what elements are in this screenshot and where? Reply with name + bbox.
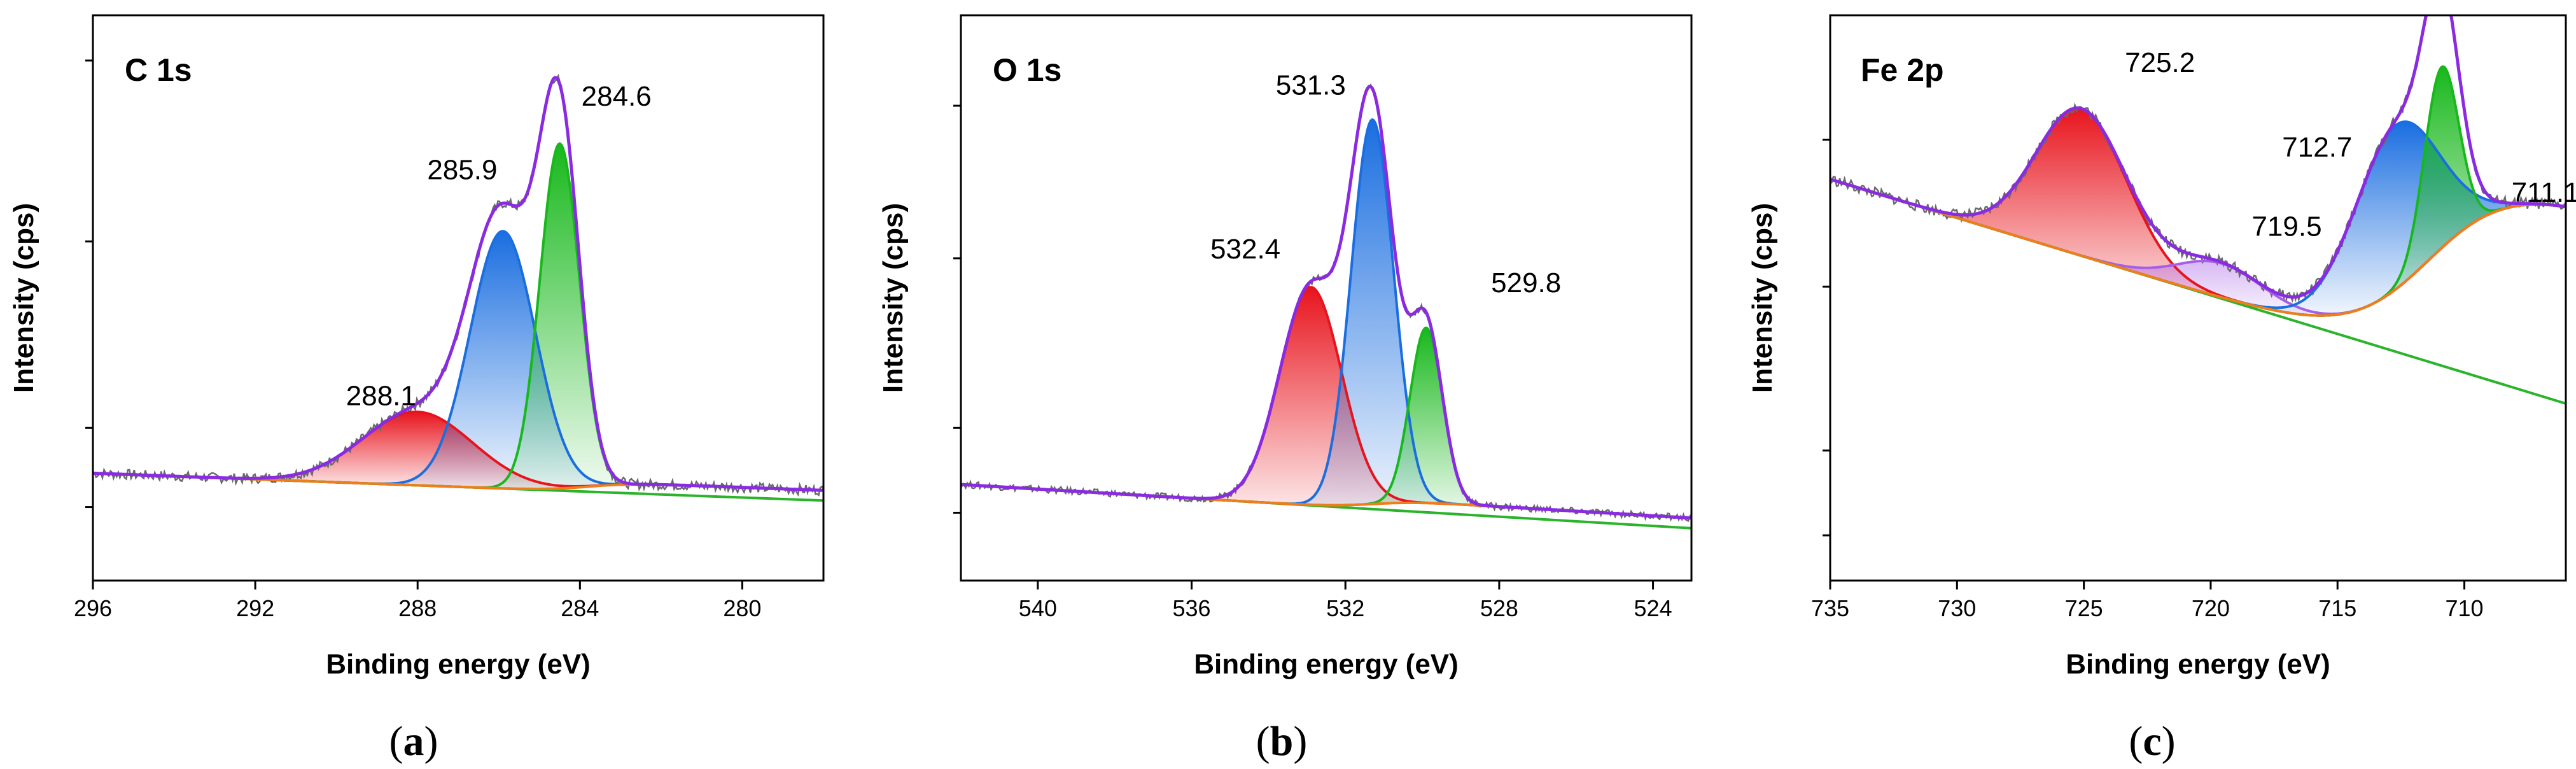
x-tick-label-c-1: 730 bbox=[1938, 595, 1976, 621]
y-axis-title-b: Intensity (cps) bbox=[878, 203, 909, 393]
panel-b: O 1s Binding energy (eV) Intensity (cps)… bbox=[878, 14, 1693, 765]
peak-labels-c: 725.2 719.5 712.7 711.1 bbox=[2125, 47, 2576, 243]
x-tick-label-a-2: 288 bbox=[398, 595, 437, 621]
peak-label-a-2: 284.6 bbox=[582, 81, 652, 112]
x-axis-title-c: Binding energy (eV) bbox=[2066, 649, 2330, 680]
plot-frame-b bbox=[960, 14, 1693, 582]
x-tick-label-c-3: 720 bbox=[2192, 595, 2230, 621]
peak-label-c-1: 719.5 bbox=[2251, 211, 2321, 242]
plot-area-b bbox=[961, 83, 1691, 530]
fit-envelope-c bbox=[1830, 15, 2566, 299]
plot-area-a bbox=[93, 73, 823, 502]
plot-frame-c bbox=[1829, 14, 2567, 582]
peak-label-c-2: 712.7 bbox=[2282, 132, 2352, 163]
y-ticks-a bbox=[85, 59, 93, 509]
x-tick-label-b-3: 528 bbox=[1480, 595, 1518, 621]
x-tick-label-c-5: 710 bbox=[2446, 595, 2484, 621]
x-ticks-a: 296 292 288 284 280 bbox=[74, 581, 761, 621]
fit-envelope-a bbox=[93, 76, 823, 492]
component-area-c-1 bbox=[1830, 179, 2566, 316]
plot-area-c bbox=[1830, 15, 2566, 405]
x-tick-label-a-3: 284 bbox=[561, 595, 599, 621]
component-area-c-2 bbox=[1830, 122, 2566, 316]
y-axis-title-a: Intensity (cps) bbox=[8, 203, 39, 393]
x-tick-label-b-4: 524 bbox=[1634, 595, 1672, 621]
peak-label-a-0: 288.1 bbox=[346, 381, 416, 412]
peak-label-c-0: 725.2 bbox=[2125, 47, 2195, 78]
x-tick-label-b-2: 532 bbox=[1326, 595, 1364, 621]
x-tick-label-a-4: 280 bbox=[723, 595, 761, 621]
peak-label-c-3: 711.1 bbox=[2512, 177, 2576, 208]
panel-title-c: Fe 2p bbox=[1861, 52, 1944, 88]
peak-label-b-1: 531.3 bbox=[1276, 69, 1346, 101]
panel-a: C 1s Binding energy (eV) Intensity (cps)… bbox=[8, 14, 825, 765]
x-tick-label-b-0: 540 bbox=[1019, 595, 1057, 621]
caption-b: (b) bbox=[1256, 718, 1308, 765]
y-axis-title-c: Intensity (cps) bbox=[1747, 203, 1778, 393]
x-tick-label-c-4: 715 bbox=[2318, 595, 2356, 621]
x-tick-label-c-0: 735 bbox=[1811, 595, 1849, 621]
panel-title-b: O 1s bbox=[993, 52, 1061, 88]
panel-title-a: C 1s bbox=[125, 52, 192, 88]
x-ticks-c: 735 730 725 720 715 710 bbox=[1811, 581, 2484, 621]
peak-labels-a: 288.1 285.9 284.6 bbox=[346, 81, 652, 412]
x-tick-label-a-1: 292 bbox=[236, 595, 274, 621]
x-tick-label-b-1: 536 bbox=[1172, 595, 1210, 621]
peak-labels-b: 532.4 531.3 529.8 bbox=[1210, 69, 1561, 299]
x-tick-label-a-0: 296 bbox=[74, 595, 112, 621]
x-tick-label-c-2: 725 bbox=[2065, 595, 2103, 621]
x-axis-title-a: Binding energy (eV) bbox=[326, 649, 591, 680]
caption-a: (a) bbox=[389, 718, 438, 765]
caption-c: (c) bbox=[2129, 718, 2175, 765]
peak-label-b-2: 529.8 bbox=[1491, 267, 1561, 299]
panel-c: Fe 2p Binding energy (eV) Intensity (cps… bbox=[1747, 14, 2576, 765]
component-area-a-1 bbox=[93, 231, 823, 491]
component-area-b-0 bbox=[961, 287, 1691, 518]
fit-envelope-b bbox=[961, 85, 1691, 520]
peak-label-b-0: 532.4 bbox=[1210, 234, 1280, 265]
y-ticks-c bbox=[1823, 138, 1830, 537]
x-ticks-b: 540 536 532 528 524 bbox=[1019, 581, 1672, 621]
shirley-background-c bbox=[1830, 178, 2566, 317]
y-ticks-b bbox=[953, 104, 961, 514]
plot-frame-a bbox=[92, 14, 825, 582]
peak-label-a-1: 285.9 bbox=[427, 155, 497, 186]
x-axis-title-b: Binding energy (eV) bbox=[1194, 649, 1459, 680]
